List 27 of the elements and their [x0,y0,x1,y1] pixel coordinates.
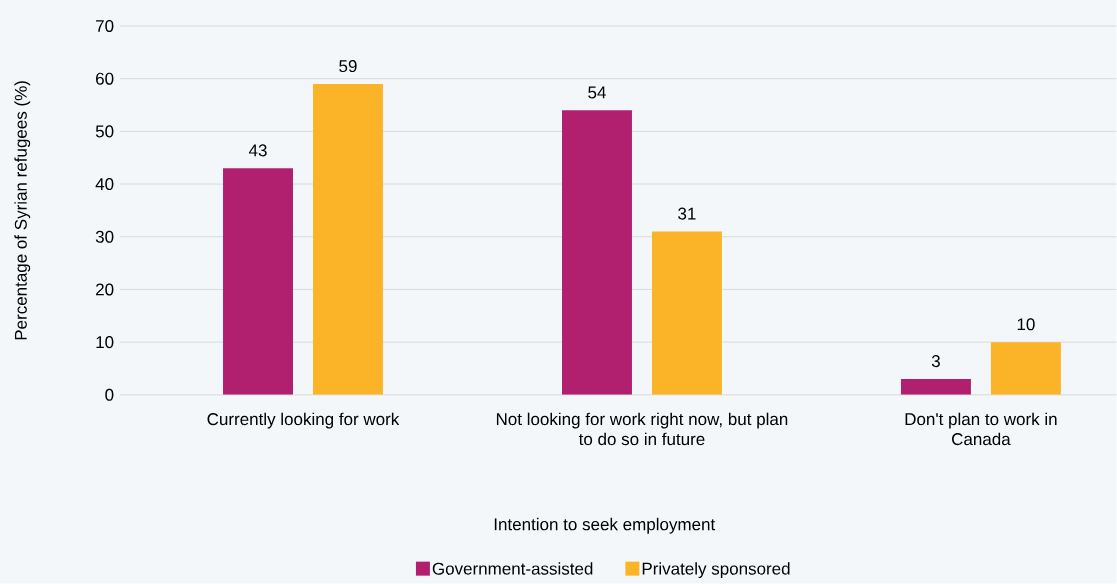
y-tick-label: 0 [105,388,114,401]
x-tick-label: Don't plan to work in Canada [905,412,1057,446]
data-label: 59 [339,60,357,73]
y-tick-label: 70 [96,20,114,33]
data-label: 31 [678,207,696,220]
bar [312,84,383,395]
y-tick-label: 50 [95,125,114,138]
data-label: 54 [588,86,606,99]
legend-label: Privately sponsored [642,562,790,579]
y-tick-label: 10 [96,336,114,349]
data-label: 3 [931,355,940,368]
legend-label: Government-assisted [432,562,593,575]
y-tick-label: 60 [96,72,114,85]
y-tick-label: 20 [96,283,114,296]
data-label: 43 [248,144,267,157]
bar [223,168,293,395]
y-axis-title: Percentage of Syrian refugees (%) [14,81,31,340]
bar [651,231,722,395]
y-tick-label: 30 [95,230,114,243]
x-tick-label: Currently looking for work [207,412,400,429]
data-label: 10 [1017,318,1035,331]
bar [900,379,971,395]
x-tick-label: Not looking for work right now, but plan to do so in future [496,412,788,446]
y-tick-label: 40 [95,178,114,191]
bar [561,110,632,395]
x-axis-title: Intention to seek employment [494,517,716,534]
bar [990,342,1061,395]
